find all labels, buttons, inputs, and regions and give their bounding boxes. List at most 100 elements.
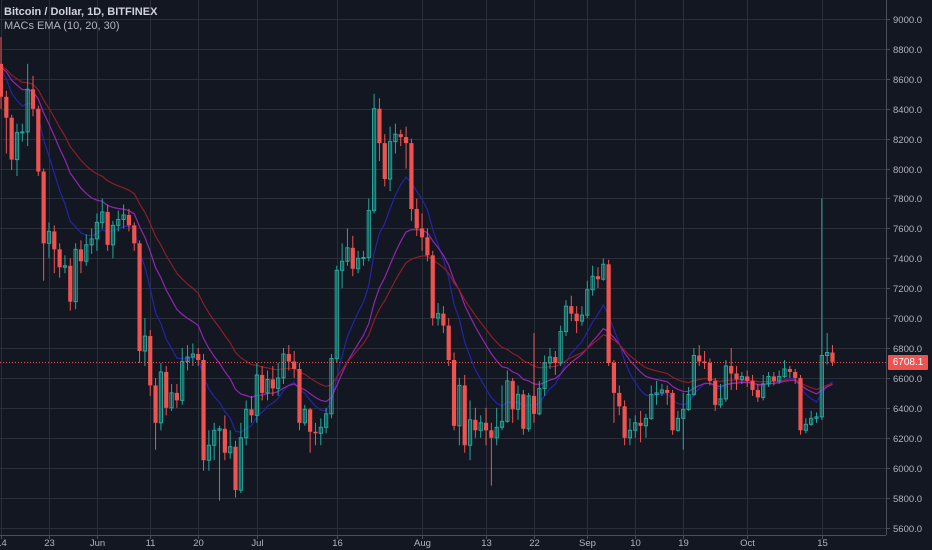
- candle-body: [276, 377, 281, 389]
- bearish-candle: [414, 198, 419, 236]
- candle-body: [212, 429, 217, 446]
- candle-body: [739, 375, 744, 380]
- bearish-candle: [702, 351, 707, 369]
- candle-body: [782, 368, 787, 377]
- bullish-candle: [777, 370, 782, 384]
- candle-body: [292, 361, 297, 369]
- x-tick-label: 14: [0, 538, 7, 549]
- candle-body: [686, 393, 691, 410]
- bearish-candle: [430, 250, 435, 326]
- bullish-candle: [691, 348, 696, 396]
- candle-body: [244, 408, 249, 439]
- bullish-candle: [62, 255, 68, 274]
- bullish-candle: [217, 425, 222, 501]
- bearish-candle: [425, 228, 430, 262]
- candle-body: [521, 394, 526, 429]
- candle-body: [761, 383, 766, 398]
- candle-body: [185, 356, 190, 362]
- candle-body: [233, 446, 238, 491]
- candle-body: [84, 244, 89, 262]
- bullish-candle: [329, 354, 334, 419]
- candle-body: [457, 384, 462, 427]
- bullish-candle: [675, 410, 681, 432]
- candle-body: [148, 336, 153, 386]
- y-tick-label: 5800.0: [893, 494, 922, 505]
- x-tick-label: 15: [817, 538, 828, 549]
- y-tick-label: 8400.0: [893, 105, 922, 116]
- candle-body: [430, 255, 435, 319]
- bearish-candle: [403, 126, 409, 169]
- price-axis[interactable]: 9000.0 8800.0 8600.0 8400.0 8200.0 8000.0 7800…: [886, 15, 922, 535]
- candle-body: [467, 419, 473, 446]
- x-tick-label: 23: [44, 538, 55, 549]
- y-tick-label: 6400.0: [893, 404, 922, 415]
- bullish-candle: [601, 258, 606, 281]
- x-tick-label: 22: [529, 538, 540, 549]
- candle-body: [340, 260, 345, 271]
- candle-body: [649, 393, 654, 419]
- y-tick-label: 7000.0: [893, 314, 922, 325]
- candle-body: [318, 426, 323, 434]
- time-axis[interactable]: 14 23 Jun 11 20 Jul 16 Aug 13 22 Sep 10 19 Oct 15: [0, 535, 828, 549]
- bearish-candle: [164, 365, 169, 416]
- y-tick-label: 6000.0: [893, 464, 922, 475]
- bullish-candle: [435, 303, 441, 326]
- bearish-candle: [521, 389, 526, 435]
- bearish-candle: [270, 365, 275, 396]
- candle-body: [681, 408, 686, 419]
- candle-body: [265, 378, 270, 394]
- bullish-candle: [809, 410, 814, 426]
- bullish-candle: [25, 63, 30, 147]
- x-tick-label: 13: [481, 538, 492, 549]
- bullish-candle: [254, 362, 259, 423]
- bullish-candle: [185, 345, 190, 371]
- bearish-candle: [36, 105, 41, 177]
- candle-body: [350, 247, 355, 269]
- candle-body: [324, 413, 329, 428]
- candle-body: [595, 276, 601, 280]
- candle-body: [222, 428, 227, 453]
- candle-body: [260, 374, 265, 393]
- y-tick-label: 7200.0: [893, 284, 922, 295]
- ema-10-line: [0, 69, 833, 433]
- bearish-candle: [798, 374, 803, 435]
- x-tick-label: Oct: [740, 538, 755, 549]
- bearish-candle: [222, 415, 227, 461]
- bullish-candle: [142, 318, 148, 366]
- symbol-title[interactable]: Bitcoin / Dollar, 1D, BITFINEX: [4, 6, 158, 18]
- candle-body: [446, 325, 451, 360]
- candle-body: [537, 387, 542, 415]
- x-tick-label: Aug: [414, 538, 431, 549]
- indicator-title[interactable]: MACs EMA (10, 20, 30): [4, 20, 120, 32]
- candle-body: [793, 371, 798, 378]
- candle-body: [68, 265, 73, 302]
- bearish-candle: [132, 222, 137, 251]
- bearish-candle: [174, 383, 179, 408]
- bullish-candle: [467, 400, 473, 461]
- candle-body: [387, 141, 393, 180]
- bearish-candle: [713, 377, 718, 411]
- bearish-candle: [611, 359, 617, 423]
- candle-body: [4, 96, 9, 118]
- bullish-candle: [366, 198, 371, 262]
- candle-body: [798, 377, 803, 431]
- candle-body: [718, 398, 723, 406]
- bullish-candle: [324, 407, 329, 434]
- bearish-candle: [830, 345, 835, 366]
- candle-body: [499, 420, 505, 428]
- candle-body: [137, 243, 142, 352]
- bearish-candle: [793, 368, 798, 384]
- bullish-candle: [212, 422, 217, 461]
- candle-body: [329, 357, 334, 415]
- bearish-candle: [52, 225, 57, 274]
- bearish-candle: [451, 352, 457, 431]
- bullish-candle: [265, 370, 270, 401]
- candle-body: [643, 417, 649, 427]
- candle-body: [238, 437, 243, 491]
- candle-body: [574, 313, 579, 322]
- candle-body: [803, 423, 808, 431]
- candle-body: [713, 380, 718, 405]
- bullish-candle: [372, 93, 377, 214]
- bearish-candle: [313, 422, 318, 446]
